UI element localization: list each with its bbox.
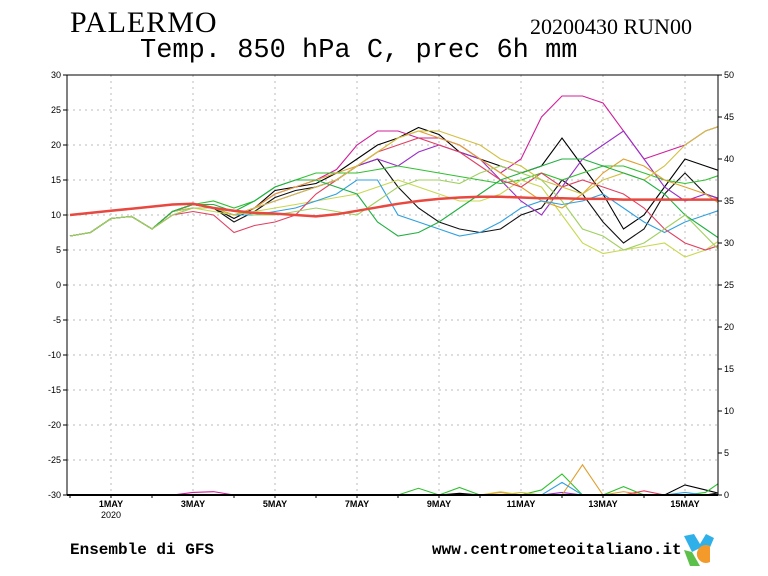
temp-series-6 (69, 179, 718, 258)
x-tick-label: 5MAY (263, 499, 287, 509)
precip-series-5 (70, 473, 718, 495)
temp-series-8 (69, 179, 718, 237)
temp-series-11 (69, 158, 718, 239)
right-tick-label: 0 (724, 490, 729, 500)
right-tick-label: 10 (724, 406, 734, 416)
right-tick-label: 40 (724, 154, 734, 164)
right-tick-label: 35 (724, 196, 734, 206)
chart-subtitle: Temp. 850 hPa C, prec 6h mm (140, 36, 578, 66)
right-tick-label: 30 (724, 238, 734, 248)
precip-series-1 (70, 484, 718, 495)
right-tick-label: 5 (724, 448, 729, 458)
x-tick-label: 11MAY (507, 499, 536, 509)
temp-series-1 (69, 126, 718, 237)
temp-series-9 (69, 137, 718, 251)
website-link[interactable]: www.centrometeoitaliano.it (432, 541, 682, 559)
precip-series-7 (70, 463, 718, 495)
location-title: PALERMO (70, 6, 218, 39)
source-label: Ensemble di GFS (70, 541, 215, 559)
left-tick-label: 5 (56, 245, 61, 255)
temp-series-2 (69, 158, 718, 244)
temp-series-4 (69, 130, 718, 237)
left-tick-label: -10 (48, 350, 61, 360)
right-tick-label: 15 (724, 364, 734, 374)
x-tick-label: 7MAY (345, 499, 369, 509)
right-tick-label: 45 (724, 112, 734, 122)
left-tick-label: 15 (51, 175, 61, 185)
x-tick-label: 9MAY (427, 499, 451, 509)
left-tick-label: 25 (51, 105, 61, 115)
run-label: 20200430 RUN00 (530, 14, 692, 39)
left-tick-label: 0 (56, 280, 61, 290)
temp-series-7 (69, 130, 718, 237)
left-tick-label: -20 (48, 420, 61, 430)
left-tick-label: -15 (48, 385, 61, 395)
temp-series-12 (69, 165, 718, 251)
climatology-line (69, 195, 718, 218)
left-tick-label: -5 (53, 315, 61, 325)
right-tick-label: 20 (724, 322, 734, 332)
left-tick-label: -30 (48, 490, 61, 500)
right-tick-label: 50 (724, 70, 734, 80)
x-tick-label: 13MAY (588, 499, 617, 509)
temp-series-10 (69, 126, 718, 237)
temp-series-5 (69, 165, 718, 237)
x-tick-label: 1MAY (99, 499, 123, 509)
left-tick-label: 10 (51, 210, 61, 220)
right-tick-label: 25 (724, 280, 734, 290)
left-tick-label: 20 (51, 140, 61, 150)
left-tick-label: -25 (48, 455, 61, 465)
x-tick-label: 15MAY (670, 499, 699, 509)
left-tick-label: 30 (51, 70, 61, 80)
x-tick-year: 2020 (101, 510, 121, 520)
x-tick-label: 3MAY (181, 499, 205, 509)
logo-icon (680, 530, 720, 570)
